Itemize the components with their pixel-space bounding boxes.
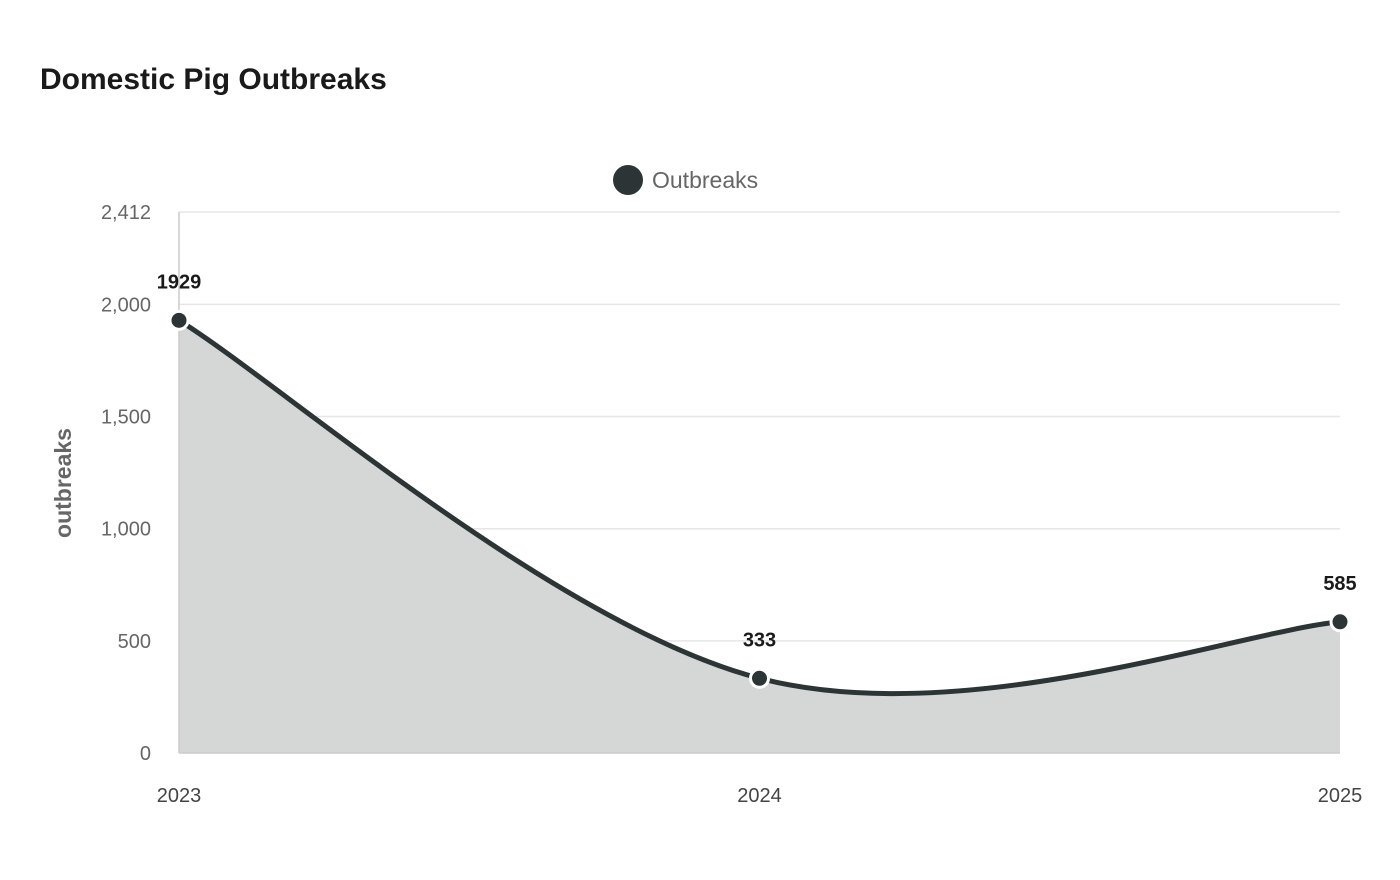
data-points bbox=[168, 309, 1351, 689]
y-tick-label: 1,500 bbox=[101, 407, 151, 429]
legend[interactable]: Outbreaks bbox=[613, 165, 758, 195]
axes bbox=[178, 212, 1340, 754]
x-tick-label: 2025 bbox=[1318, 785, 1363, 807]
data-label: 333 bbox=[743, 629, 776, 651]
y-tick-label: 2,412 bbox=[101, 202, 151, 224]
legend-label: Outbreaks bbox=[652, 167, 758, 193]
legend-marker-icon bbox=[613, 165, 643, 195]
y-tick-labels: 0 500 1,000 1,500 2,000 2,412 bbox=[101, 202, 151, 765]
data-point[interactable] bbox=[1329, 611, 1351, 633]
x-tick-label: 2023 bbox=[157, 785, 202, 807]
area-fill bbox=[179, 320, 1340, 753]
chart-title: Domestic Pig Outbreaks bbox=[40, 63, 387, 96]
y-tick-label: 0 bbox=[140, 743, 151, 765]
data-label: 585 bbox=[1323, 573, 1356, 595]
data-point[interactable] bbox=[168, 309, 190, 331]
x-tick-labels: 2023 2024 2025 bbox=[157, 785, 1363, 807]
data-point[interactable] bbox=[749, 667, 770, 689]
y-tick-label: 1,000 bbox=[101, 519, 151, 541]
y-axis-title: outbreaks bbox=[50, 428, 76, 538]
data-label: 1929 bbox=[157, 271, 202, 293]
y-tick-label: 500 bbox=[118, 631, 151, 653]
data-labels: 1929 333 585 bbox=[157, 271, 1357, 651]
x-tick-label: 2024 bbox=[737, 785, 782, 807]
y-tick-label: 2,000 bbox=[101, 294, 151, 316]
